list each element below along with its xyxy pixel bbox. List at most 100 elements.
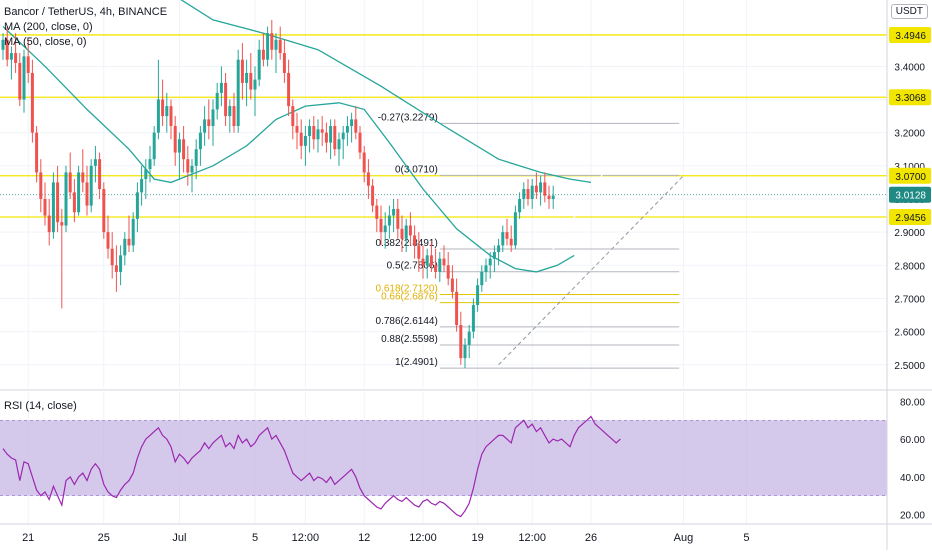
candle-body xyxy=(350,119,354,127)
candle-body xyxy=(77,172,81,213)
price-tick-label: 3.2000 xyxy=(894,129,925,140)
candle-body xyxy=(161,99,165,117)
candle-body xyxy=(148,159,152,170)
rsi-legend: RSI (14, close) xyxy=(4,400,77,412)
candle-body xyxy=(211,109,215,127)
candle-body xyxy=(530,185,534,199)
candle-body xyxy=(249,72,253,90)
candle-body xyxy=(207,119,211,127)
price-tick-label: 2.8000 xyxy=(894,261,925,272)
candle-body xyxy=(186,159,190,173)
time-tick-label: 25 xyxy=(98,532,110,544)
candle-body xyxy=(459,324,463,359)
level-price-tag-label: 3.3068 xyxy=(895,93,926,104)
price-tick-label: 2.6000 xyxy=(894,328,925,339)
candle-body xyxy=(9,53,13,60)
candle-body xyxy=(518,198,522,213)
candle-body xyxy=(291,106,295,127)
candle-body xyxy=(312,126,316,140)
candle-body xyxy=(236,59,240,127)
candle-body xyxy=(488,258,492,266)
candle-body xyxy=(14,53,18,64)
candle-body xyxy=(429,255,433,266)
candle-body xyxy=(438,258,442,272)
price-tick-label: 2.5000 xyxy=(894,361,925,372)
rsi-tick-label: 80.00 xyxy=(900,397,925,408)
candle-body xyxy=(408,225,412,236)
candle-body xyxy=(299,132,303,146)
candle-body xyxy=(463,344,467,359)
candle-body xyxy=(72,192,76,213)
ma200-line xyxy=(180,0,592,184)
candle-body xyxy=(333,126,337,150)
candle-body xyxy=(354,119,358,133)
fib-level-label: 1(2.4901) xyxy=(395,357,438,368)
candle-body xyxy=(240,59,244,83)
candle-body xyxy=(47,215,51,233)
candle-body xyxy=(257,49,261,80)
candle-body xyxy=(30,72,34,133)
candle-body xyxy=(316,129,320,140)
candle-body xyxy=(329,126,333,143)
fib-level-label: 0.66(2.6876) xyxy=(381,292,438,303)
candle-body xyxy=(526,189,530,199)
candle-body xyxy=(547,195,551,199)
candle-body xyxy=(182,139,186,160)
candle-body xyxy=(492,252,496,259)
candle-body xyxy=(98,159,102,190)
candle-body xyxy=(421,258,425,266)
candle-body xyxy=(173,126,177,153)
ma200-legend: MA (200, close, 0) xyxy=(4,21,93,33)
candle-body xyxy=(282,53,286,73)
candle-body xyxy=(509,238,513,246)
candle-body xyxy=(60,222,64,226)
rsi-tick-label: 40.00 xyxy=(900,473,925,484)
candle-body xyxy=(320,129,324,133)
current-price-tag xyxy=(889,186,931,203)
candle-body xyxy=(543,182,547,196)
candle-body xyxy=(270,33,274,50)
time-tick-label: 12:00 xyxy=(409,532,437,544)
level-price-tag-label: 3.0700 xyxy=(895,172,926,183)
candle-body xyxy=(123,238,127,256)
candle-body xyxy=(358,132,362,153)
candle-body xyxy=(102,189,106,233)
candle-body xyxy=(39,172,43,199)
candle-body xyxy=(400,228,404,239)
candle-body xyxy=(362,152,366,173)
candle-body xyxy=(203,119,207,133)
candle-body xyxy=(127,238,131,246)
candle-body xyxy=(228,106,232,117)
time-tick-label: 5 xyxy=(743,532,749,544)
time-tick-label: 21 xyxy=(22,532,34,544)
candle-body xyxy=(253,79,257,90)
candle-body xyxy=(383,225,387,233)
candle-body xyxy=(26,56,30,73)
candle-body xyxy=(539,182,543,193)
candle-body xyxy=(18,63,22,100)
candle-body xyxy=(64,172,68,226)
candle-body xyxy=(522,189,526,199)
fib-level-label: 0.5(2.7806) xyxy=(387,261,438,272)
currency-button[interactable]: USDT xyxy=(890,4,928,19)
candle-body xyxy=(379,218,383,233)
time-tick-label: 26 xyxy=(585,532,597,544)
candle-body xyxy=(110,248,114,266)
rsi-tick-label: 20.00 xyxy=(900,511,925,522)
candle-body xyxy=(85,182,89,206)
candle-body xyxy=(68,172,72,193)
candle-body xyxy=(471,305,475,332)
time-tick-label: 19 xyxy=(471,532,483,544)
candle-body xyxy=(467,331,471,345)
candle-body xyxy=(131,218,135,246)
candle-body xyxy=(81,172,85,183)
candle-body xyxy=(152,132,156,160)
candle-body xyxy=(190,165,194,173)
candle-body xyxy=(135,192,139,219)
candle-body xyxy=(442,258,446,266)
level-price-tag xyxy=(889,26,931,43)
level-price-tag xyxy=(889,89,931,106)
fib-level-label: 0.618(2.7120) xyxy=(376,283,438,294)
